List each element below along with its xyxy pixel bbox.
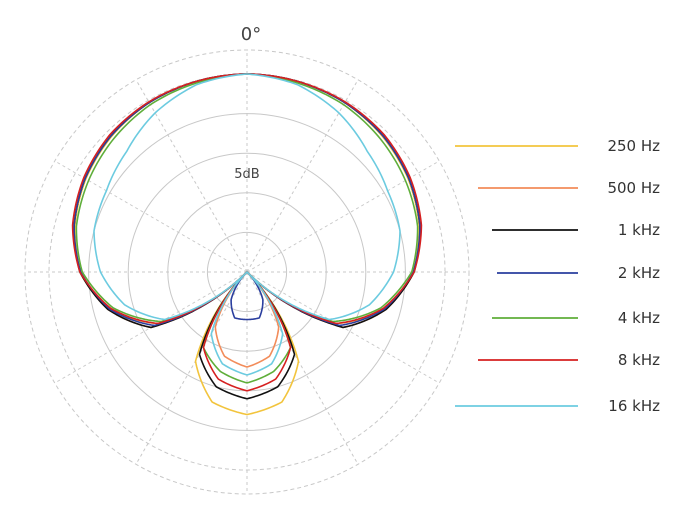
legend-label: 250 Hz	[607, 137, 660, 155]
series-curve-4	[75, 73, 419, 384]
spoke-300deg	[54, 160, 248, 273]
legend-item: 1 kHz	[492, 221, 660, 239]
ring-20db	[206, 231, 288, 313]
series-curve-6	[93, 73, 401, 376]
series-curve-3	[73, 73, 421, 327]
legend-item: 250 Hz	[455, 137, 660, 155]
legend-label: 8 kHz	[618, 351, 660, 369]
legend-label: 4 kHz	[618, 309, 660, 327]
polar-curves	[71, 73, 423, 416]
series-curve-5	[71, 73, 423, 392]
legend-item: 500 Hz	[478, 179, 660, 197]
legend: 250 Hz 500 Hz 1 kHz 2 kHz 4 kHz 8 kHz 16 kHz	[455, 137, 660, 415]
legend-item: 8 kHz	[478, 351, 660, 369]
spoke-60deg	[246, 160, 440, 273]
spoke-330deg	[135, 79, 248, 273]
outer-ring	[24, 49, 470, 495]
spoke-210deg	[135, 271, 248, 465]
spoke-150deg	[246, 271, 359, 465]
legend-item: 4 kHz	[492, 309, 660, 327]
angle-label-0deg: 0°	[241, 24, 261, 45]
legend-label: 1 kHz	[618, 221, 660, 239]
legend-label: 2 kHz	[618, 264, 660, 282]
legend-label: 500 Hz	[607, 179, 660, 197]
spoke-30deg	[246, 79, 359, 273]
legend-label: 16 kHz	[608, 397, 660, 415]
legend-item: 16 kHz	[455, 397, 660, 415]
ring-label-5db: 5dB	[234, 167, 259, 182]
legend-item: 2 kHz	[497, 264, 660, 282]
